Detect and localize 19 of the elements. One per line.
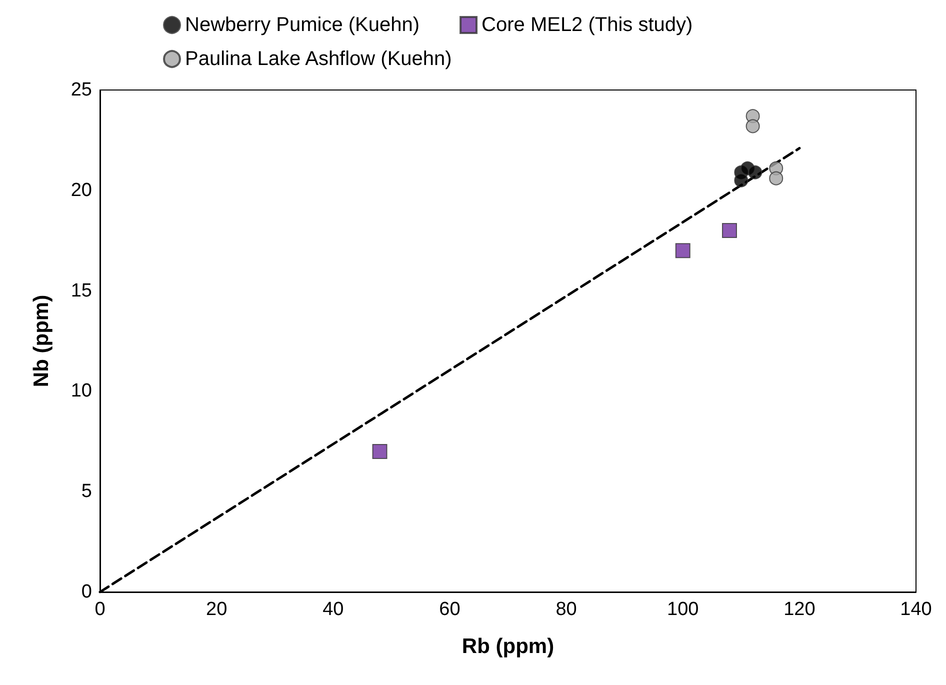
legend-label: Paulina Lake Ashflow (Kuehn)	[185, 48, 452, 70]
x-tick-label: 80	[556, 599, 577, 620]
x-tick-label: 100	[667, 599, 699, 620]
y-tick-label: 25	[70, 80, 92, 100]
x-tick-label: 20	[206, 599, 228, 620]
y-tick-label: 10	[70, 380, 92, 402]
legend-label: Newberry Pumice (Kuehn)	[185, 14, 420, 36]
y-tick-label: 0	[81, 582, 92, 602]
y-tick-label: 15	[70, 280, 92, 302]
y-axis-title: Nb (ppm)	[30, 294, 53, 388]
x-tick-label: 140	[900, 599, 932, 620]
x-tick-label: 0	[94, 599, 106, 620]
x-tick-label: 60	[439, 599, 460, 620]
x-tick-label: 40	[322, 599, 344, 620]
y-tick-label: 5	[81, 481, 92, 502]
x-tick-label: 120	[784, 599, 816, 620]
x-axis-title: Rb (ppm)	[462, 635, 554, 658]
legend-label: Core MEL2 (This study)	[482, 14, 693, 36]
y-tick-label: 20	[70, 180, 92, 201]
